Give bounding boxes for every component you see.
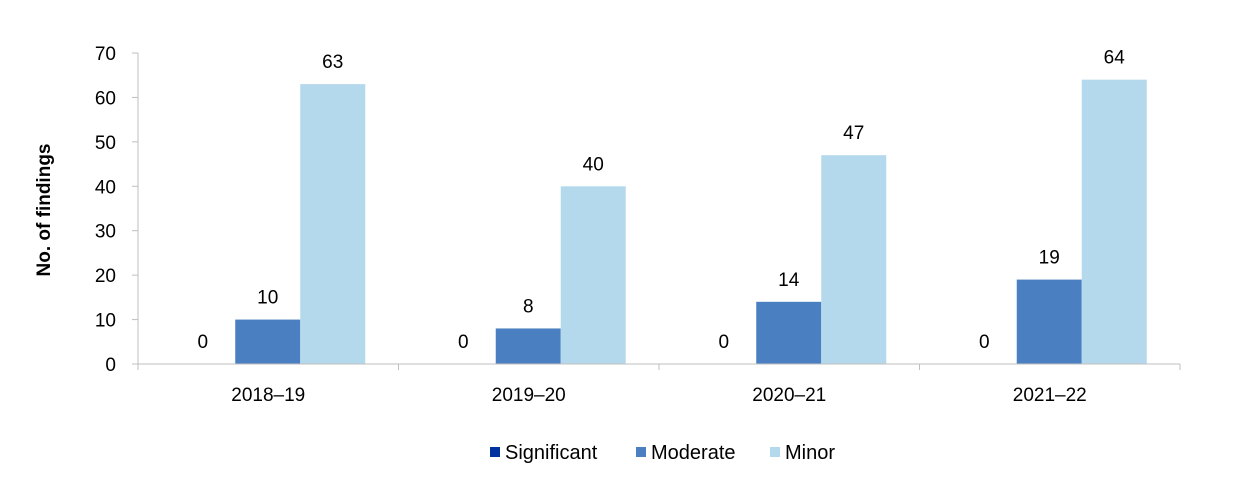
legend-swatch (490, 447, 500, 457)
plot-area: 0 10 63 0 8 40 0 14 47 0 19 64 (197, 48, 1147, 365)
legend-label: Moderate (651, 442, 736, 464)
y-tick-label: 60 (95, 88, 116, 109)
bar-moderate (1016, 279, 1082, 364)
data-label: 0 (718, 332, 729, 353)
legend-label: Minor (785, 442, 835, 464)
legend-swatch (636, 447, 646, 457)
legend-label: Significant (505, 442, 598, 464)
data-label: 14 (778, 270, 800, 291)
bar-moderate (235, 319, 301, 364)
x-axis: 2018–19 2019–20 2020–21 2021–22 (137, 363, 1181, 406)
x-tick-label: 2020–21 (752, 385, 826, 406)
legend-swatch (770, 447, 780, 457)
y-tick-label: 30 (95, 222, 116, 243)
data-label: 40 (583, 154, 604, 175)
data-label: 0 (979, 332, 990, 353)
legend: Significant Moderate Minor (490, 442, 835, 464)
data-label: 47 (843, 123, 864, 144)
y-tick-label: 40 (95, 177, 116, 198)
data-label: 0 (197, 332, 208, 353)
y-tick-label: 10 (95, 311, 116, 332)
legend-item-moderate: Moderate (636, 442, 736, 464)
data-label: 19 (1039, 248, 1060, 269)
bar-moderate (495, 328, 561, 364)
x-tick-label: 2018–19 (231, 385, 305, 406)
y-tick-label: 50 (95, 133, 116, 154)
bar-moderate (756, 301, 822, 364)
x-tick-label: 2021–22 (1013, 385, 1087, 406)
y-tick-label: 20 (95, 266, 116, 287)
x-tick-label: 2019–20 (492, 385, 566, 406)
bar-minor (1081, 79, 1147, 365)
bar-minor (300, 84, 366, 364)
data-label: 10 (257, 288, 278, 309)
y-tick-label: 0 (105, 355, 116, 376)
data-label: 63 (322, 52, 343, 73)
y-axis-title: No. of findings (34, 144, 55, 277)
legend-item-minor: Minor (770, 442, 835, 464)
legend-item-significant: Significant (490, 442, 598, 464)
bar-minor (821, 155, 887, 364)
data-label: 8 (523, 296, 534, 317)
data-label: 64 (1104, 48, 1126, 69)
bar-minor (560, 186, 626, 364)
y-axis: 0 10 20 30 40 50 60 70 (95, 44, 139, 376)
data-label: 0 (458, 332, 469, 353)
y-tick-label: 70 (95, 44, 116, 65)
